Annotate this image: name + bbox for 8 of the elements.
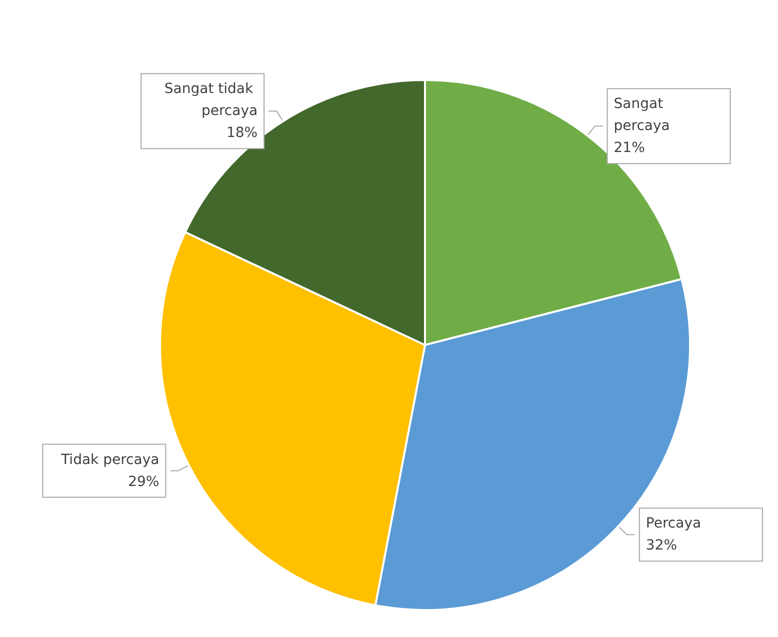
slice-label: Tidak percaya	[60, 452, 160, 468]
slice-label: Sangat percaya	[614, 96, 670, 134]
data-label: 21%	[614, 140, 645, 156]
data-label: 18%	[226, 125, 258, 142]
slice-label: Percaya	[646, 516, 702, 532]
data-label: 29%	[128, 474, 160, 490]
data-label: 32%	[646, 538, 678, 554]
slice-label: Sangat tidak percaya	[164, 81, 258, 120]
